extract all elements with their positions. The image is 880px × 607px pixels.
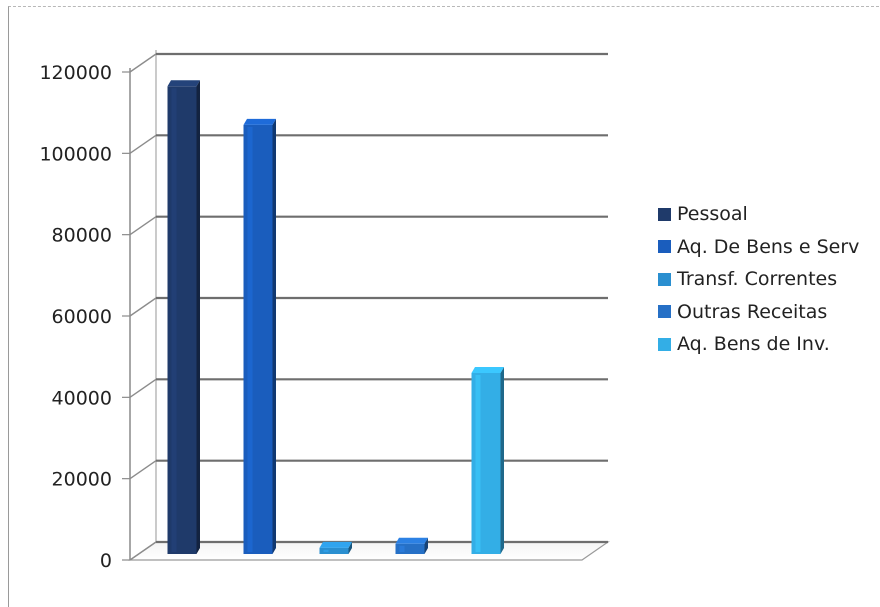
gridline-depth <box>129 297 157 317</box>
legend-swatch <box>658 337 671 351</box>
y-tick-label: 40000 <box>52 387 112 409</box>
legend-item: Aq. De Bens e Serv <box>658 231 859 264</box>
bar-side <box>348 541 352 554</box>
gridline-depth <box>129 541 157 561</box>
bar-side <box>424 537 428 554</box>
legend-item: Pessoal <box>658 198 859 231</box>
legend-item: Transf. Correntes <box>658 263 859 296</box>
legend-label: Pessoal <box>677 203 748 226</box>
bar-chart: 0 20000 40000 60000 80000 100000 120000 <box>39 50 610 572</box>
chart-floor <box>128 541 610 561</box>
y-tick-label: 20000 <box>52 469 112 491</box>
legend-item: Outras Receitas <box>658 296 859 329</box>
bar-top <box>319 541 352 548</box>
legend: Pessoal Aq. De Bens e Serv Transf. Corrent… <box>658 198 859 361</box>
chart-frame <box>8 6 879 607</box>
bar <box>243 118 276 555</box>
legend-label: Outras Receitas <box>677 300 828 323</box>
bar-highlight <box>399 545 405 552</box>
bar-top <box>395 537 428 544</box>
legend-item: Aq. Bens de Inv. <box>658 328 859 361</box>
bar-front <box>319 547 349 554</box>
gridline-depth <box>129 53 157 73</box>
y-tick-label: 80000 <box>52 225 112 247</box>
bar <box>319 541 352 554</box>
legend-label: Transf. Correntes <box>677 268 838 291</box>
gridline-depth <box>129 134 157 154</box>
legend-label: Aq. Bens de Inv. <box>677 333 830 356</box>
bar-front <box>395 543 425 554</box>
bar-highlight <box>475 374 481 552</box>
bar <box>167 80 200 555</box>
gridline-depth <box>129 216 157 236</box>
gridline-depth <box>129 378 157 398</box>
y-tick-label: 120000 <box>39 62 112 84</box>
legend-label: Aq. De Bens e Serv <box>677 235 860 258</box>
legend-swatch <box>658 305 671 319</box>
bar-highlight <box>171 88 177 553</box>
bar-side <box>196 80 200 555</box>
bar-top <box>471 366 504 373</box>
bar <box>471 366 504 554</box>
y-tick-label: 0 <box>100 550 112 572</box>
bar-top <box>243 118 276 125</box>
bar-side <box>500 366 504 554</box>
legend-swatch <box>658 207 671 221</box>
legend-swatch <box>658 272 671 286</box>
bar <box>395 537 428 554</box>
legend-swatch <box>658 240 671 254</box>
bar-top <box>167 80 200 87</box>
bar-side <box>272 118 276 555</box>
bar-highlight <box>247 126 253 553</box>
y-tick-label: 60000 <box>52 306 112 328</box>
bar-highlight <box>323 549 329 552</box>
y-tick-label: 100000 <box>39 143 112 165</box>
gridline-depth <box>129 460 157 480</box>
